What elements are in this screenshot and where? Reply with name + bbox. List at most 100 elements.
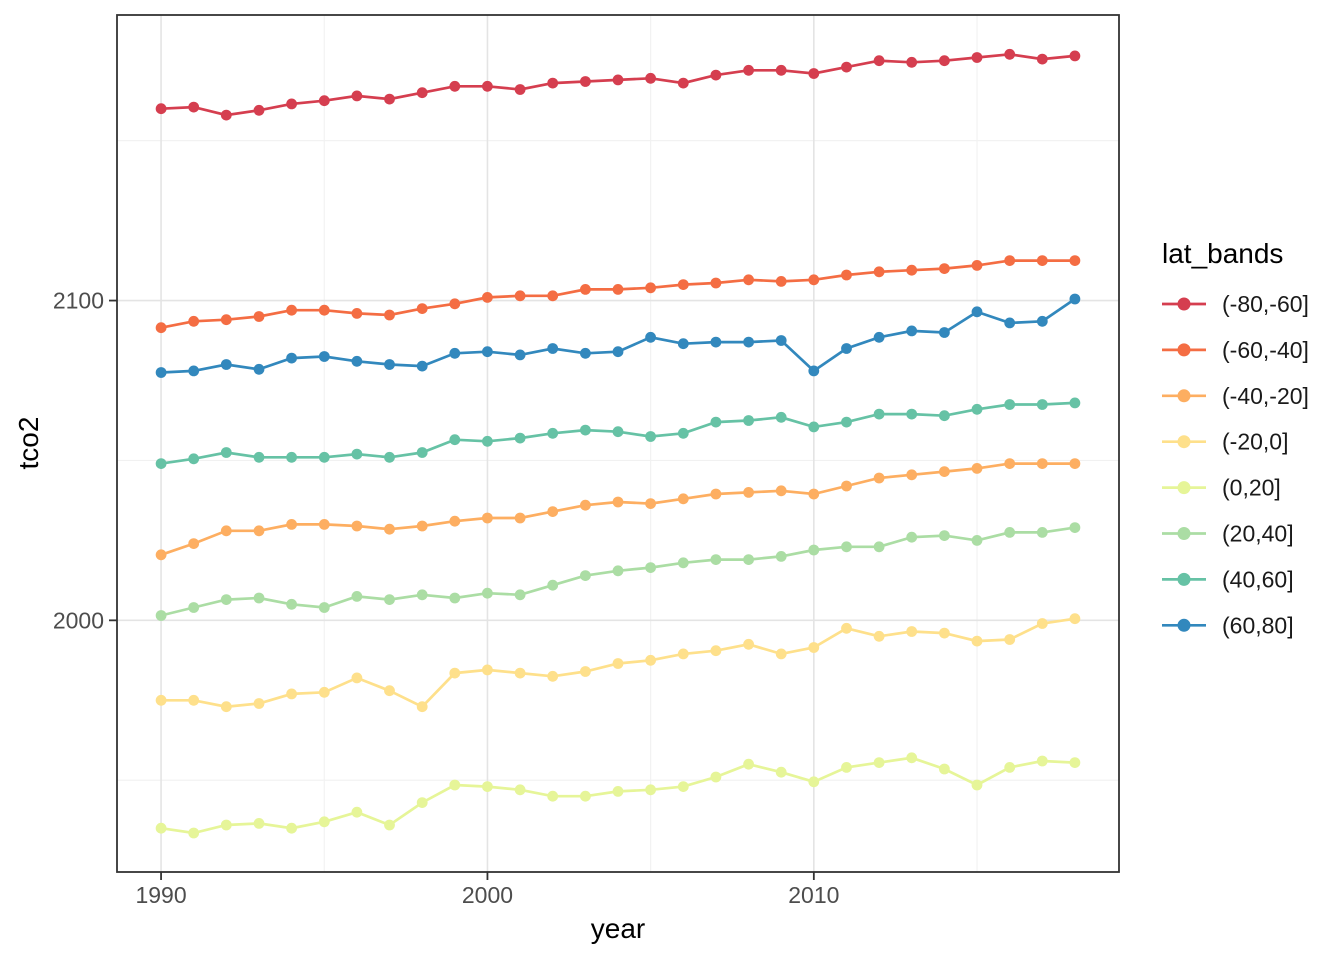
data-point bbox=[482, 80, 493, 92]
data-point bbox=[775, 276, 787, 287]
legend-item-label: (60,80] bbox=[1222, 612, 1294, 638]
data-point bbox=[743, 554, 754, 565]
data-point bbox=[514, 589, 526, 601]
data-point bbox=[449, 779, 461, 791]
data-point bbox=[384, 523, 395, 535]
legend-key-point-icon bbox=[1177, 527, 1191, 540]
data-point bbox=[449, 667, 461, 679]
data-point bbox=[1004, 399, 1016, 410]
data-point bbox=[971, 306, 983, 318]
data-point bbox=[645, 654, 656, 666]
data-point bbox=[286, 822, 297, 834]
data-point bbox=[808, 68, 820, 79]
data-point bbox=[808, 274, 820, 286]
data-point bbox=[971, 535, 983, 546]
grid-layer bbox=[117, 15, 1119, 872]
data-point bbox=[775, 551, 787, 562]
data-point bbox=[514, 667, 526, 679]
data-point bbox=[188, 315, 200, 327]
data-point bbox=[253, 525, 265, 537]
data-point bbox=[939, 763, 950, 775]
data-point bbox=[1004, 255, 1016, 266]
y-axis-tick-label: 2100 bbox=[53, 288, 104, 314]
data-point bbox=[318, 816, 330, 828]
series bbox=[155, 522, 1081, 621]
data-point bbox=[743, 758, 754, 770]
data-point bbox=[449, 592, 461, 604]
x-axis-title: year bbox=[591, 913, 645, 944]
data-point bbox=[841, 541, 852, 553]
x-axis-tick-label: 1990 bbox=[135, 882, 186, 908]
data-point bbox=[580, 666, 591, 677]
data-point bbox=[384, 685, 395, 697]
data-point bbox=[1069, 522, 1081, 533]
data-point bbox=[318, 304, 330, 316]
data-point bbox=[220, 109, 232, 121]
legend-key-point-icon bbox=[1177, 572, 1191, 586]
data-point bbox=[351, 806, 363, 818]
data-point bbox=[1069, 397, 1081, 409]
data-point bbox=[514, 84, 526, 95]
data-point bbox=[645, 282, 656, 294]
data-point bbox=[286, 352, 297, 364]
data-point bbox=[710, 416, 722, 428]
data-point bbox=[351, 672, 363, 684]
data-point bbox=[220, 701, 232, 713]
legend-item: (-80,-60] bbox=[1162, 291, 1309, 317]
data-point bbox=[939, 327, 950, 338]
data-point bbox=[155, 610, 167, 621]
data-point bbox=[547, 343, 559, 354]
data-point bbox=[612, 496, 624, 508]
data-point bbox=[645, 784, 656, 796]
data-point bbox=[384, 93, 395, 105]
data-point bbox=[808, 365, 820, 377]
data-point bbox=[1036, 53, 1048, 65]
legend-key-point-icon bbox=[1177, 297, 1191, 311]
data-point bbox=[939, 410, 950, 422]
data-point bbox=[155, 822, 167, 834]
data-point bbox=[482, 346, 493, 358]
x-axis-tick-label: 2000 bbox=[462, 882, 513, 908]
legend-item: (0,20] bbox=[1162, 475, 1281, 501]
data-point bbox=[873, 408, 885, 420]
legend-item: (20,40] bbox=[1162, 521, 1294, 547]
data-point bbox=[906, 56, 918, 68]
data-point bbox=[384, 451, 395, 463]
data-point bbox=[1036, 527, 1048, 538]
data-point bbox=[710, 645, 722, 657]
data-point bbox=[253, 451, 265, 463]
series bbox=[155, 48, 1081, 121]
data-point bbox=[710, 554, 722, 565]
data-point bbox=[580, 347, 591, 359]
legend-item-label: (-40,-20] bbox=[1222, 383, 1309, 409]
data-point bbox=[841, 61, 852, 73]
data-point bbox=[1036, 399, 1048, 410]
data-point bbox=[645, 431, 656, 442]
data-point bbox=[514, 784, 526, 796]
data-point bbox=[384, 359, 395, 370]
data-point bbox=[351, 448, 363, 460]
data-point bbox=[612, 658, 624, 669]
data-point bbox=[253, 104, 265, 116]
data-point bbox=[416, 447, 428, 458]
data-point bbox=[155, 367, 167, 378]
data-point bbox=[449, 434, 461, 446]
data-point bbox=[580, 284, 591, 295]
plot-panel-border bbox=[116, 14, 1120, 873]
data-point bbox=[906, 264, 918, 276]
data-point bbox=[1069, 293, 1081, 305]
data-point bbox=[188, 365, 200, 377]
data-point bbox=[1004, 317, 1016, 329]
data-point bbox=[220, 447, 232, 458]
data-point bbox=[351, 591, 363, 602]
series bbox=[155, 293, 1081, 378]
data-point bbox=[384, 594, 395, 605]
legend-item-label: (0,20] bbox=[1222, 475, 1281, 501]
data-point bbox=[906, 626, 918, 637]
data-point bbox=[677, 648, 689, 660]
data-point bbox=[743, 274, 754, 286]
data-point bbox=[1036, 255, 1048, 266]
data-point bbox=[449, 347, 461, 359]
data-point bbox=[612, 565, 624, 577]
